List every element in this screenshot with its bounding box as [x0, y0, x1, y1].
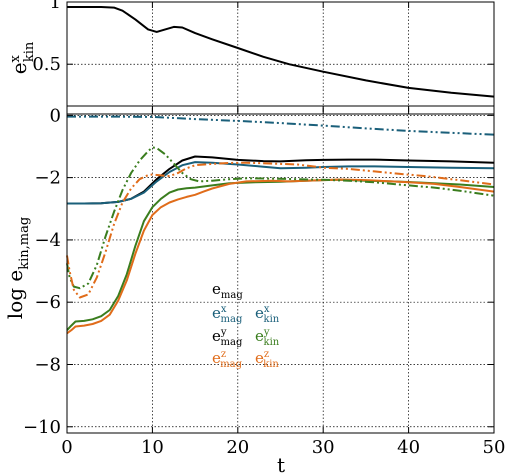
series-line-e-mag-y — [66, 178, 495, 331]
bottom-plot-frame — [66, 105, 495, 434]
bottom-ylabel: log ekin,mag — [3, 217, 32, 319]
y-tick-label: −4 — [34, 230, 61, 251]
y-tick-label: 0 — [50, 105, 61, 126]
bottom-ticks: 0−2−4−6−8−100 10 20 30 40 50 — [23, 105, 505, 458]
bottom-series — [66, 115, 495, 335]
series-line-e-kin-y — [66, 146, 495, 290]
legend: emag ex mag ex kin ey mag ey kin ez mag ez kin — [212, 280, 280, 370]
legend-entry: ez mag — [212, 349, 243, 370]
series-line-e-kin-z — [66, 161, 495, 299]
x-tick-label: 0 — [61, 437, 72, 458]
legend-entry: ey mag — [212, 327, 243, 348]
bottom-panel: 0−2−4−6−8−100 10 20 30 40 50 log ekin,mag t e… — [3, 105, 505, 475]
x-tick-label: 30 — [312, 437, 335, 458]
series-line-e-kin-x — [67, 6, 495, 98]
x-tick-label: 50 — [483, 437, 506, 458]
y-tick-label: 1 — [50, 0, 61, 13]
top-series — [67, 6, 495, 98]
series-line-e-mag-z — [66, 178, 495, 335]
y-tick-label: 0.5 — [32, 54, 61, 75]
x-tick-label: 40 — [397, 437, 420, 458]
bottom-xlabel: t — [277, 453, 285, 475]
top-ylabel: exkin — [7, 41, 37, 74]
legend-entry: ez kin — [255, 349, 279, 370]
y-tick-label: −2 — [34, 168, 61, 189]
y-tick-label: −6 — [34, 292, 61, 313]
x-tick-label: 10 — [141, 437, 164, 458]
legend-entry: ex mag — [212, 304, 243, 325]
legend-entry: ex kin — [255, 304, 280, 325]
y-tick-label: −8 — [34, 354, 61, 375]
y-tick-label: −10 — [23, 417, 61, 438]
legend-entry: ey kin — [255, 327, 280, 348]
series-line-e-mag-x — [67, 161, 495, 205]
top-panel: 1 0.5 exkin — [7, 0, 495, 115]
legend-entry: emag — [212, 280, 243, 301]
series-line-e-kin-x — [67, 115, 495, 136]
top-grid — [67, 2, 494, 114]
x-tick-label: 20 — [226, 437, 249, 458]
top-plot-frame — [66, 1, 495, 115]
